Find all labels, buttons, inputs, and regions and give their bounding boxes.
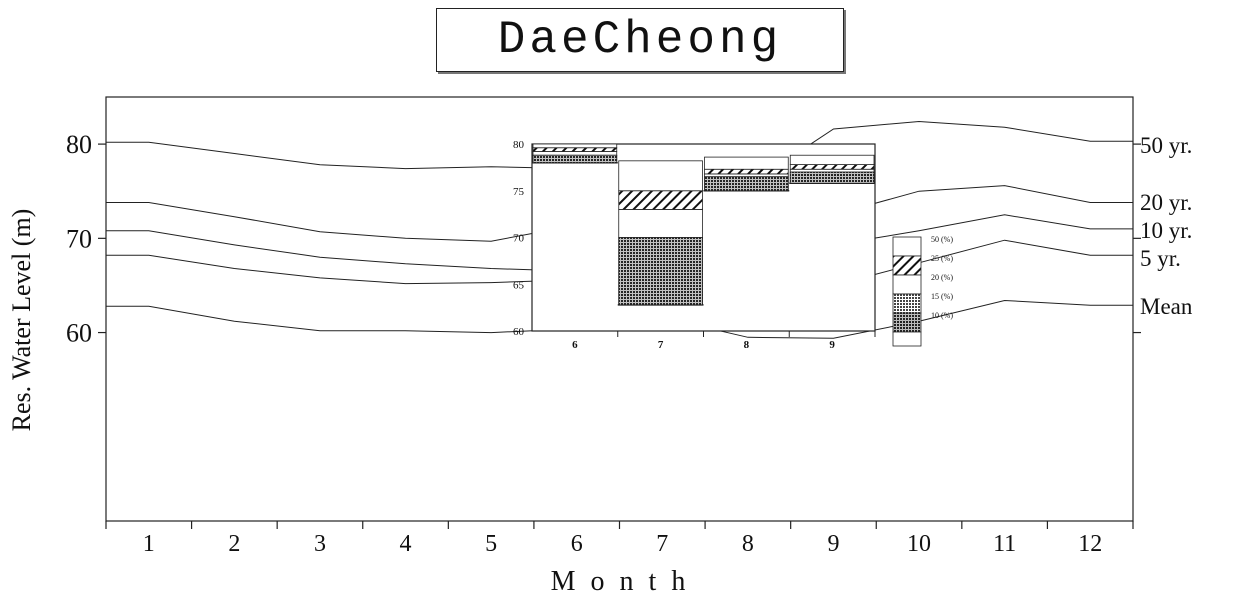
inset-bar-segment xyxy=(618,190,703,210)
x-tick-label: 5 xyxy=(485,531,497,557)
series-label: 5 yr. xyxy=(1140,246,1181,271)
inset-bar-segment xyxy=(789,168,875,173)
x-axis-label: M o n t h xyxy=(551,566,690,597)
inset-y-tick-label: 80 xyxy=(513,139,525,151)
chart-title-box: DaeCheong xyxy=(436,8,844,72)
inset-y-tick-label: 60 xyxy=(513,326,525,338)
x-tick-label: 10 xyxy=(907,531,931,557)
series-label: Mean xyxy=(1140,294,1193,319)
x-tick-label: 4 xyxy=(400,531,412,557)
x-tick-label: 6 xyxy=(571,531,583,557)
x-tick-label: 2 xyxy=(228,531,240,557)
inset-x-tick-label: 9 xyxy=(829,339,835,351)
inset-legend: 50 (%) 25 (%) 20 (%) 15 (%) 10 (%) xyxy=(892,235,953,347)
y-tick-label: 60 xyxy=(66,319,92,348)
x-tick-label: 9 xyxy=(827,531,839,557)
inset-bar-segment xyxy=(532,151,618,156)
legend-swatch xyxy=(892,293,922,314)
series-label: 50 yr. xyxy=(1140,133,1192,158)
inset-bar-base xyxy=(704,176,789,192)
inset-bar-base xyxy=(618,237,703,306)
legend-label: 10 (%) xyxy=(931,311,953,320)
y-tick-label: 80 xyxy=(66,130,92,159)
y-tick-label: 70 xyxy=(66,224,92,253)
legend-label: 25 (%) xyxy=(931,254,953,263)
legend-label: 15 (%) xyxy=(931,292,953,301)
inset-x-tick-label: 7 xyxy=(658,339,664,351)
legend-swatch xyxy=(892,274,922,295)
legend-label: 20 (%) xyxy=(931,273,953,282)
legend-swatch xyxy=(892,312,922,333)
inset-x-tick-label: 8 xyxy=(744,339,750,351)
x-tick-label: 8 xyxy=(742,531,754,557)
inset-bar-segment xyxy=(704,173,789,178)
y-axis-label: Res. Water Level (m) xyxy=(7,209,36,432)
inset-y-tick-label: 75 xyxy=(513,186,525,198)
series-label: 20 yr. xyxy=(1140,190,1192,215)
series-label: 10 yr. xyxy=(1140,218,1192,243)
inset-bar-base xyxy=(789,171,875,184)
x-tick-label: 11 xyxy=(993,531,1016,557)
x-tick-label: 7 xyxy=(656,531,668,557)
inset-bar-chart: 6 7 8 9 60 65 70 75 80 xyxy=(513,139,876,351)
chart-title: DaeCheong xyxy=(497,14,783,66)
inset-y-tick-label: 65 xyxy=(513,279,525,291)
inset-bar-segment xyxy=(704,168,789,175)
x-tick-label: 12 xyxy=(1078,531,1102,557)
legend-swatch xyxy=(892,255,922,276)
inset-bar-segment xyxy=(789,164,875,170)
inset-x-tick-label: 6 xyxy=(572,339,578,351)
inset-bar-segment xyxy=(618,160,703,192)
legend-label: 50 (%) xyxy=(931,235,953,244)
x-tick-label: 3 xyxy=(314,531,326,557)
x-tick-label: 1 xyxy=(143,531,155,557)
inset-bar-base xyxy=(532,154,618,164)
inset-bar-segment xyxy=(532,143,618,149)
inset-bar-segment xyxy=(618,209,703,238)
legend-swatch-base xyxy=(892,331,922,347)
legend-swatch xyxy=(892,236,922,257)
inset-y-tick-label: 70 xyxy=(513,233,525,245)
inset-bar-segment xyxy=(704,156,789,170)
inset-bar-segment xyxy=(532,147,618,152)
inset-bar-segment xyxy=(789,154,875,165)
